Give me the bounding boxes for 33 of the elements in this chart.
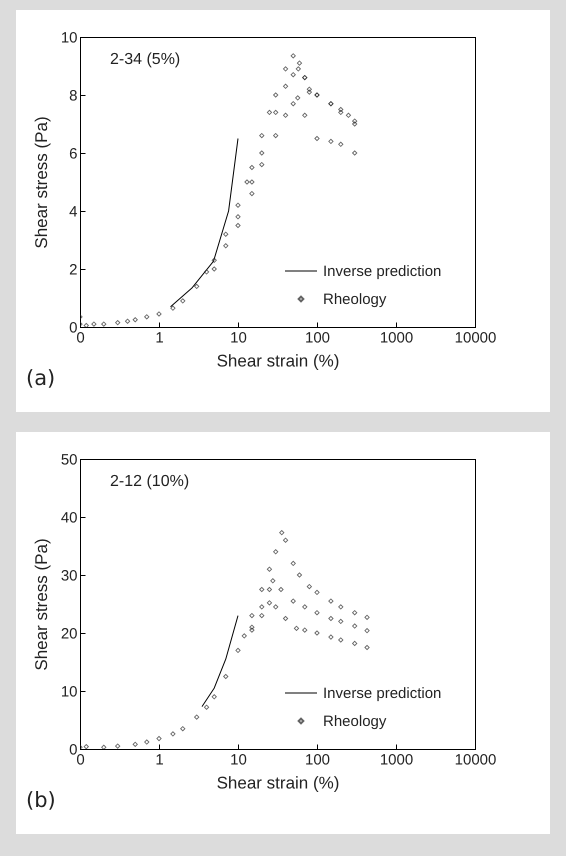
x-tick-label: 10000 bbox=[454, 330, 496, 346]
x-tick-label: 1000 bbox=[380, 330, 414, 346]
legend-label: Inverse prediction bbox=[323, 685, 442, 702]
y-tick-label: 2 bbox=[69, 262, 78, 278]
legend-label: Rheology bbox=[323, 713, 387, 730]
y-axis-title: Shear stress (Pa) bbox=[32, 538, 51, 671]
y-tick-label: 8 bbox=[69, 88, 78, 104]
x-tick-label: 10 bbox=[230, 330, 247, 346]
x-tick-label: 100 bbox=[304, 752, 330, 768]
x-tick-label: 100 bbox=[304, 330, 330, 346]
annotation: 2-34 (5%) bbox=[110, 51, 180, 68]
x-tick-label: 1 bbox=[155, 752, 164, 768]
x-axis-title: Shear strain (%) bbox=[216, 774, 340, 792]
x-tick-label: 10000 bbox=[454, 752, 496, 768]
x-tick-label: 1000 bbox=[380, 752, 414, 768]
y-axis-title: Shear stress (Pa) bbox=[32, 116, 51, 249]
legend-label: Inverse prediction bbox=[323, 263, 442, 280]
y-tick-label: 10 bbox=[60, 684, 78, 700]
x-tick-label: 10 bbox=[230, 752, 247, 768]
text: (a) bbox=[26, 366, 56, 390]
legend-label: Rheology bbox=[323, 291, 387, 308]
y-tick-label: 40 bbox=[60, 510, 78, 526]
y-tick-label: 4 bbox=[69, 204, 78, 220]
y-tick-label: 10 bbox=[60, 30, 78, 46]
annotation: 2-12 (10%) bbox=[110, 473, 190, 490]
y-tick-label: 30 bbox=[60, 568, 78, 584]
y-tick-label: 50 bbox=[60, 452, 78, 468]
line-series bbox=[201, 615, 238, 708]
y-tick-label: 6 bbox=[69, 146, 78, 162]
x-axis-title: Shear strain (%) bbox=[216, 352, 340, 370]
text: (b) bbox=[26, 788, 56, 812]
x-tick-label: 1 bbox=[155, 330, 164, 346]
y-tick-label: 20 bbox=[60, 626, 78, 642]
